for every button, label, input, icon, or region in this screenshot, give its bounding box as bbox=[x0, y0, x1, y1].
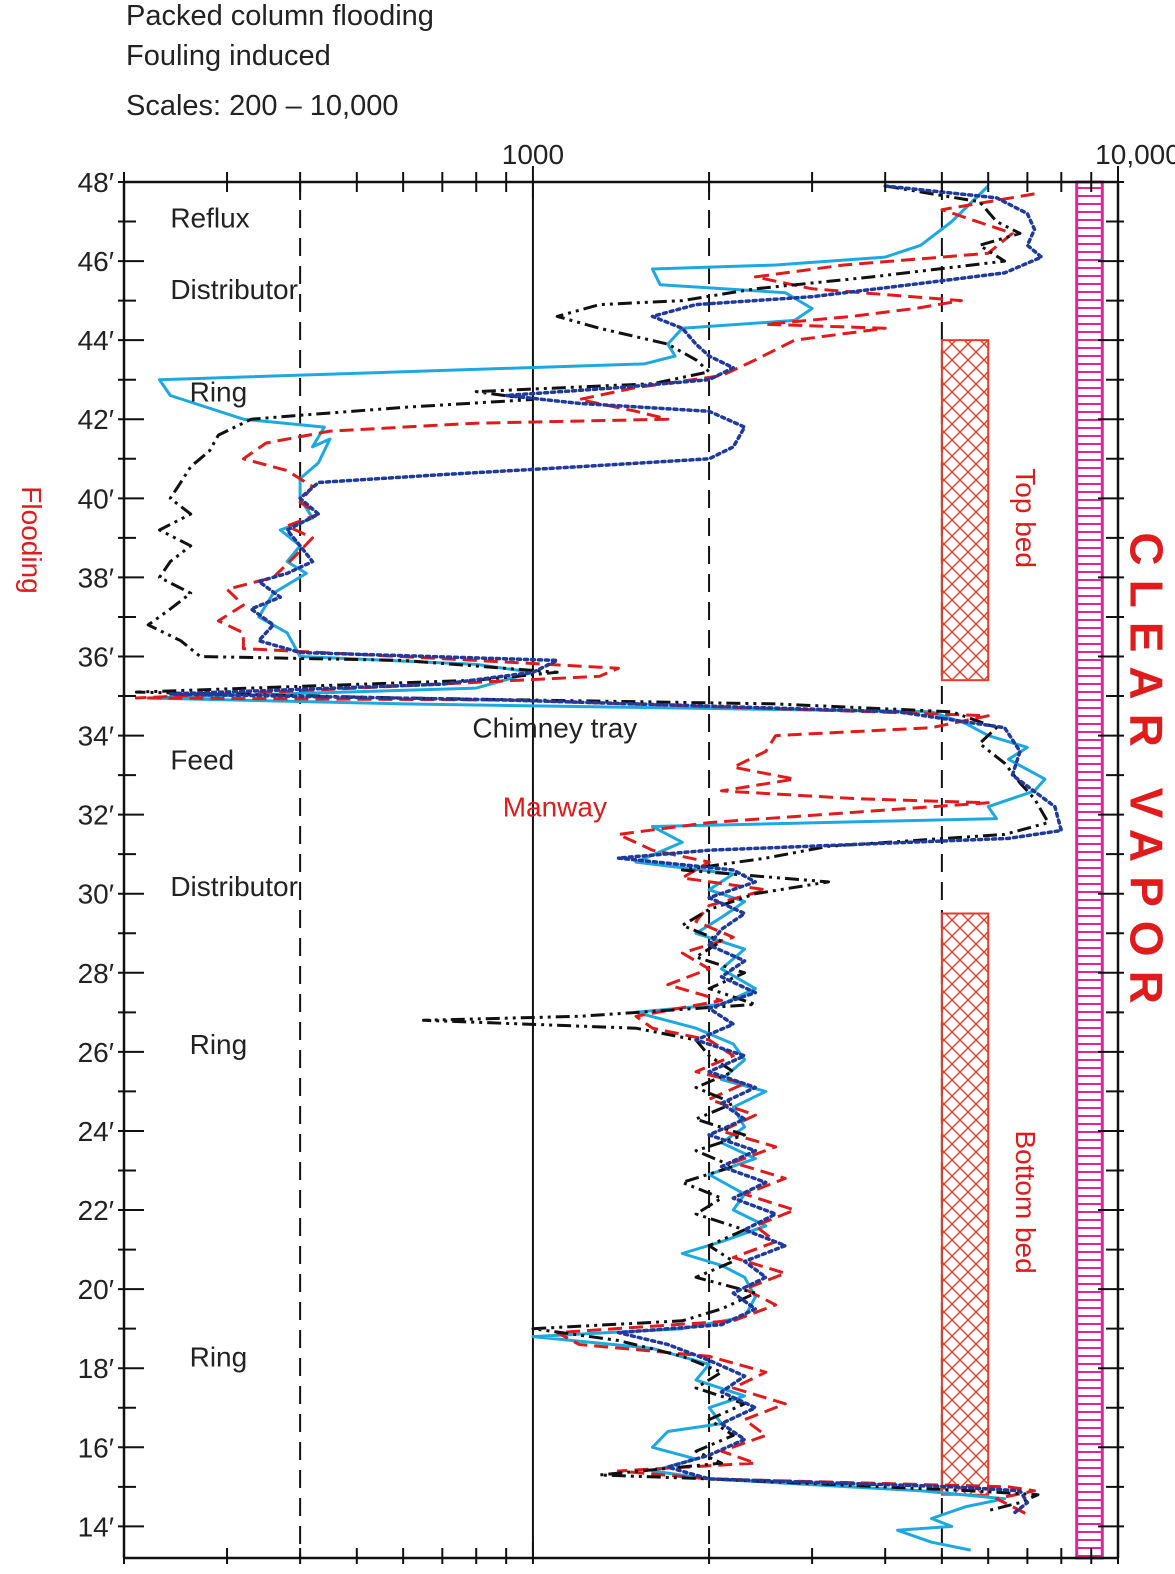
top-bed-rect bbox=[940, 339, 990, 682]
y-axis-label: Flooding bbox=[16, 486, 47, 593]
clear-vapor-band bbox=[1075, 180, 1104, 1560]
annotation-clear-vapor: CLEAR VAPOR bbox=[1120, 532, 1172, 1017]
x-tick-label: 10,000 bbox=[1095, 139, 1175, 170]
chart-header-line-1: Packed column flooding bbox=[126, 0, 434, 32]
x-tick-label: 1000 bbox=[502, 139, 564, 170]
annotation-ring: Ring bbox=[190, 1029, 248, 1060]
y-tick-label: 32′ bbox=[78, 800, 114, 831]
series-red-line bbox=[134, 192, 1036, 1516]
series-blue-line bbox=[146, 184, 1047, 1552]
annotation-ring: Ring bbox=[190, 1341, 248, 1372]
annotation-distributor: Distributor bbox=[170, 871, 298, 902]
y-tick-label: 34′ bbox=[78, 721, 114, 752]
y-tick-label: 38′ bbox=[78, 562, 114, 593]
annotation-top-bed: Top bed bbox=[1010, 468, 1041, 568]
y-tick-label: 18′ bbox=[78, 1353, 114, 1384]
y-tick-label: 30′ bbox=[78, 879, 114, 910]
y-tick-label: 44′ bbox=[78, 325, 114, 356]
annotation-feed: Feed bbox=[170, 744, 234, 775]
annotation-manway: Manway bbox=[503, 792, 607, 823]
annotation-layer: Reflux Distributor Ring Chimney tray Feed Man… bbox=[170, 203, 1172, 1373]
y-tick-label: 42′ bbox=[78, 404, 114, 435]
y-tick-label: 40′ bbox=[78, 483, 114, 514]
y-tick-label: 26′ bbox=[78, 1037, 114, 1068]
annotation-chimney-tray: Chimney tray bbox=[472, 713, 637, 744]
annotation-ring: Ring bbox=[190, 377, 248, 408]
bed-layer bbox=[940, 180, 1104, 1560]
series-layer bbox=[134, 184, 1064, 1552]
y-tick-label: 16′ bbox=[78, 1432, 114, 1463]
y-tick-label: 14′ bbox=[78, 1511, 114, 1542]
y-tick-label: 48′ bbox=[78, 167, 114, 198]
y-tick-label: 36′ bbox=[78, 641, 114, 672]
y-tick-label: 28′ bbox=[78, 958, 114, 989]
y-tick-label: 22′ bbox=[78, 1195, 114, 1226]
chart-header-line-2: Fouling induced bbox=[126, 40, 331, 72]
annotation-bottom-bed: Bottom bed bbox=[1010, 1130, 1041, 1273]
annotation-reflux: Reflux bbox=[170, 203, 249, 234]
y-tick-label: 46′ bbox=[78, 246, 114, 277]
y-tick-label: 20′ bbox=[78, 1274, 114, 1305]
axis-layer: 48′ 46′ 44′ 42′ 40′ 38′ 36′ 34′ 32′ 30′ 28′ 26′ 24′ 2… bbox=[16, 139, 1175, 1564]
y-tick-label: 24′ bbox=[78, 1116, 114, 1147]
bottom-bed-rect bbox=[940, 912, 990, 1496]
series-black-line bbox=[134, 184, 1050, 1513]
series-navy-line bbox=[168, 184, 1064, 1517]
chart-header-line-3: Scales: 200 – 10,000 bbox=[126, 90, 399, 122]
annotation-distributor: Distributor bbox=[170, 274, 298, 305]
